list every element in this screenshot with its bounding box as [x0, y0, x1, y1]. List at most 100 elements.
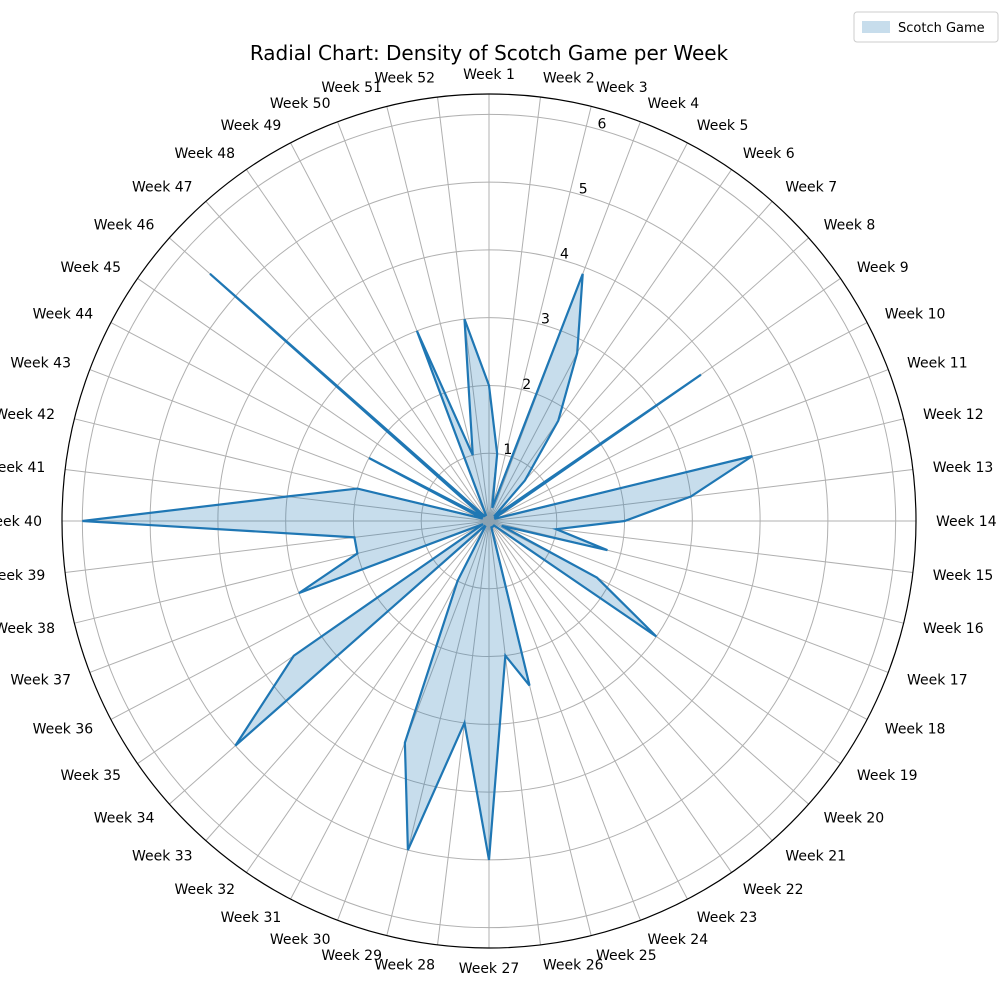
- week-label-3: Week 3: [596, 80, 648, 96]
- grid-spoke: [437, 97, 490, 522]
- grid-spoke: [488, 106, 592, 522]
- week-label-51: Week 51: [321, 80, 382, 96]
- week-label-22: Week 22: [743, 882, 804, 898]
- week-label-11: Week 11: [907, 356, 968, 372]
- series-line: [82, 272, 753, 861]
- week-label-18: Week 18: [885, 722, 946, 738]
- grid-spoke: [488, 322, 868, 522]
- week-label-39: Week 39: [0, 568, 45, 584]
- r-tick-2: 2: [522, 377, 531, 393]
- week-label-50: Week 50: [270, 96, 331, 112]
- week-label-40: Week 40: [0, 514, 42, 530]
- legend-label: Scotch Game: [898, 21, 985, 36]
- grid-spoke: [89, 369, 490, 522]
- week-label-16: Week 16: [923, 621, 984, 637]
- week-label-19: Week 19: [857, 768, 918, 784]
- grid-spoke: [74, 520, 490, 624]
- r-tick-6: 6: [598, 116, 607, 132]
- week-label-44: Week 44: [33, 306, 94, 322]
- grid-spoke: [205, 520, 490, 841]
- week-label-4: Week 4: [648, 96, 700, 112]
- grid-spoke: [488, 237, 809, 522]
- week-label-27: Week 27: [459, 961, 520, 977]
- week-label-45: Week 45: [60, 260, 121, 276]
- grid-spoke: [488, 520, 773, 841]
- grid-spoke: [488, 469, 913, 522]
- r-tick-5: 5: [579, 182, 588, 198]
- week-label-30: Week 30: [270, 932, 331, 948]
- grid-spoke: [488, 369, 889, 522]
- legend: Scotch Game: [853, 11, 999, 43]
- week-label-12: Week 12: [923, 407, 984, 423]
- grid-spoke: [488, 520, 541, 945]
- grid-spoke: [488, 520, 688, 900]
- grid-spoke: [246, 520, 490, 873]
- week-label-8: Week 8: [824, 218, 876, 234]
- week-label-47: Week 47: [132, 179, 193, 195]
- week-label-20: Week 20: [824, 810, 885, 826]
- week-label-49: Week 49: [221, 118, 282, 134]
- week-label-10: Week 10: [885, 306, 946, 322]
- polar-frame: [61, 93, 917, 949]
- grid-spoke: [65, 469, 490, 522]
- grid-spoke: [65, 520, 490, 573]
- week-label-41: Week 41: [0, 460, 45, 476]
- grid-spoke: [488, 201, 773, 522]
- grid-spoke: [488, 520, 641, 921]
- week-label-13: Week 13: [933, 460, 994, 476]
- grid-spoke: [137, 278, 490, 522]
- grid-spoke: [246, 169, 490, 522]
- r-tick-1: 1: [503, 442, 512, 458]
- grid-spoke: [337, 520, 490, 921]
- week-label-29: Week 29: [321, 948, 382, 964]
- grid-spoke: [488, 520, 809, 805]
- week-label-38: Week 38: [0, 621, 55, 637]
- chart-title: Radial Chart: Density of Scotch Game per…: [250, 41, 729, 65]
- week-label-35: Week 35: [60, 768, 121, 784]
- week-label-15: Week 15: [933, 568, 994, 584]
- r-tick-4: 4: [560, 247, 569, 263]
- week-label-33: Week 33: [132, 849, 193, 865]
- week-label-52: Week 52: [374, 70, 435, 86]
- week-label-21: Week 21: [785, 849, 846, 865]
- week-label-42: Week 42: [0, 407, 55, 423]
- grid-spoke: [488, 520, 732, 873]
- grid-spoke: [437, 520, 490, 945]
- week-label-46: Week 46: [94, 218, 155, 234]
- legend-swatch: [862, 21, 890, 33]
- week-label-36: Week 36: [33, 722, 94, 738]
- grid-spoke: [110, 520, 490, 720]
- week-label-23: Week 23: [697, 910, 758, 926]
- legend-box: [853, 11, 999, 43]
- week-label-43: Week 43: [10, 356, 71, 372]
- week-label-34: Week 34: [94, 810, 155, 826]
- series-area: [82, 273, 753, 860]
- grid-spoke: [488, 142, 688, 522]
- r-tick-3: 3: [541, 312, 550, 328]
- week-label-1: Week 1: [463, 67, 515, 83]
- week-label-2: Week 2: [543, 70, 595, 86]
- grid-spoke: [290, 142, 490, 522]
- grid-spoke: [488, 520, 889, 673]
- week-label-9: Week 9: [857, 260, 909, 276]
- series-layer: [82, 272, 753, 861]
- week-label-37: Week 37: [10, 673, 71, 689]
- polar-grid: [61, 93, 917, 949]
- week-label-26: Week 26: [543, 958, 604, 974]
- week-label-24: Week 24: [648, 932, 709, 948]
- radial-tick-labels: 1 2 3 4 5 6: [503, 116, 606, 458]
- grid-spoke: [386, 520, 490, 936]
- week-label-31: Week 31: [221, 910, 282, 926]
- week-label-7: Week 7: [785, 179, 837, 195]
- week-label-48: Week 48: [174, 146, 235, 162]
- week-label-32: Week 32: [174, 882, 235, 898]
- week-label-6: Week 6: [743, 146, 795, 162]
- week-label-5: Week 5: [697, 118, 749, 134]
- grid-spoke: [488, 169, 732, 522]
- week-label-28: Week 28: [374, 958, 435, 974]
- week-label-17: Week 17: [907, 673, 968, 689]
- grid-spoke: [205, 201, 490, 522]
- week-label-25: Week 25: [596, 948, 657, 964]
